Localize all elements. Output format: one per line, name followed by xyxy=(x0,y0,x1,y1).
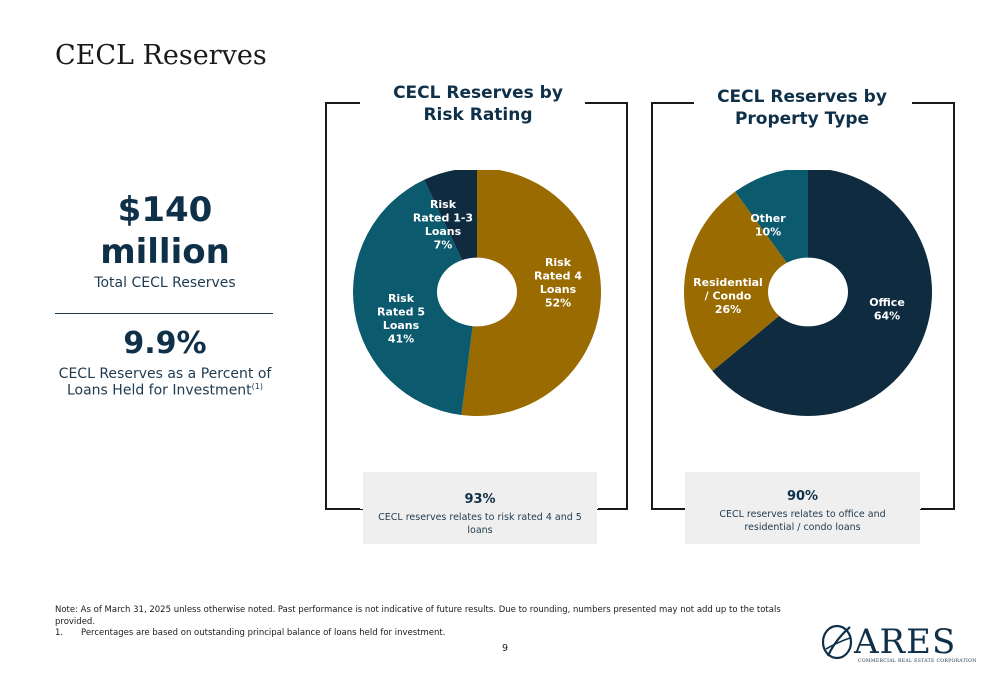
percent-label-line1: CECL Reserves as a Percent of xyxy=(58,366,272,382)
risk-rating-slice-0 xyxy=(461,170,601,416)
property-type-slice-1 xyxy=(684,191,808,372)
risk-rating-slice-label-0: Risk Rated 4 Loans 52% xyxy=(534,256,582,310)
page-title: CECL Reserves xyxy=(55,40,267,71)
footnote: 1. Percentages are based on outstanding p… xyxy=(55,628,445,638)
logo-word: ARES xyxy=(854,622,957,662)
ares-logo-icon xyxy=(821,624,853,660)
property-type-donut-hole xyxy=(768,257,848,327)
panel-2-callout-desc: CECL reserves relates to office and resi… xyxy=(719,509,886,533)
logo-subtitle: COMMERCIAL REAL ESTATE CORPORATION xyxy=(858,659,977,664)
panel-2-callout-pct: 90% xyxy=(786,489,819,504)
total-reserves-label: Total CECL Reserves xyxy=(94,275,236,291)
property-type-slice-label-1: Residential / Condo 26% xyxy=(693,276,763,316)
risk-rating-donut-chart: Risk Rated 4 Loans 52% Risk Rated 5 Loans 41% Ri… xyxy=(353,170,601,416)
risk-rating-slice-1 xyxy=(353,179,477,416)
footer-note: Note: As of March 31, 2025 unless otherw… xyxy=(55,605,781,627)
footnote-text: Percentages are based on outstanding pri… xyxy=(81,628,446,638)
percent-value: 9.9% xyxy=(123,326,207,361)
property-type-slice-label-2: Other 10% xyxy=(750,212,786,239)
ares-logo: ARES COMMERCIAL REAL ESTATE CORPORATION xyxy=(820,622,976,667)
panel-1-callout: 93% CECL reserves relates to risk rated … xyxy=(363,472,597,544)
panel-2-callout: 90% CECL reserves relates to office and … xyxy=(685,472,920,544)
property-type-donut-chart: Office 64% Residential / Condo 26% Other 10% xyxy=(684,170,932,416)
panel-1-callout-pct: 93% xyxy=(464,492,496,507)
property-type-slice-label-0: Office 64% xyxy=(869,296,905,323)
total-reserves-unit: million xyxy=(100,232,230,272)
panel-2-bracket-gap xyxy=(694,99,912,105)
risk-rating-donut-hole xyxy=(437,257,517,327)
panel-1-callout-desc: CECL reserves relates to risk rated 4 an… xyxy=(378,512,582,536)
total-reserves-value: $140 xyxy=(117,190,213,230)
panel-1-title: CECL Reserves by Risk Rating xyxy=(393,83,563,125)
panel-2-title: CECL Reserves by Property Type xyxy=(717,87,887,129)
footnote-number: 1. xyxy=(55,628,64,638)
footnote-ref: (1) xyxy=(251,382,264,391)
page-number: 9 xyxy=(501,643,509,654)
risk-rating-slice-label-1: Risk Rated 5 Loans 41% xyxy=(377,292,425,346)
risk-rating-slice-label-2: Risk Rated 1-3 Loans 7% xyxy=(413,198,473,252)
panel-1-bracket-gap xyxy=(360,99,585,105)
percent-label-line2: Loans Held for Investment(1) xyxy=(66,382,264,399)
stats-divider xyxy=(55,313,273,314)
